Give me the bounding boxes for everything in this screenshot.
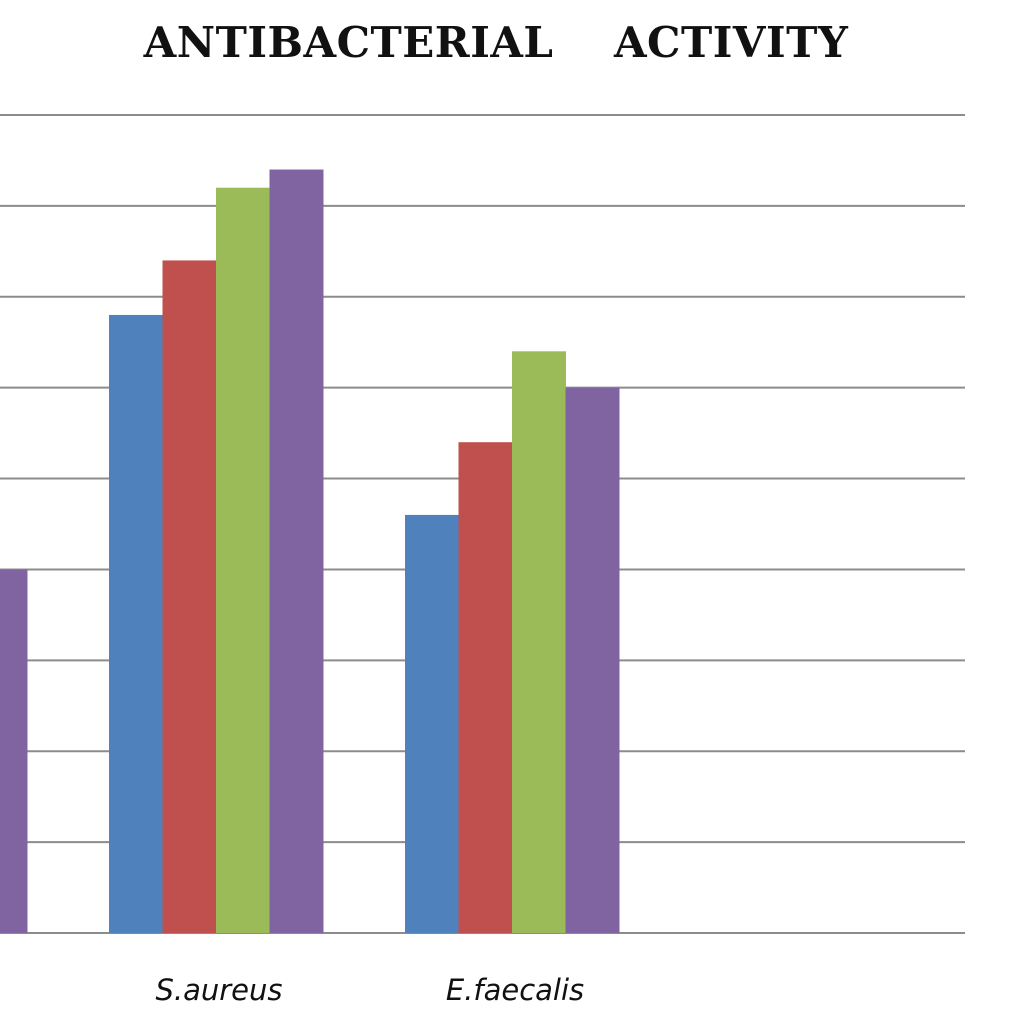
bar-e-faecalis-series-1 <box>405 514 459 933</box>
category-label: E.faecalis <box>446 973 584 1007</box>
chart-title: ANTIBACTERIAL ACTIVITY <box>143 18 849 67</box>
bar-s-aureus-series-3 <box>216 187 270 933</box>
bar-s-aureus-series-4 <box>269 169 324 934</box>
bar-s-aureus-series-2 <box>162 260 217 933</box>
bar-e-faecalis-series-2 <box>458 442 513 933</box>
category-label: S.aureus <box>155 973 282 1007</box>
bar-category-0-series-4 <box>0 569 28 933</box>
bar-e-faecalis-series-3 <box>512 351 566 933</box>
bar-s-aureus-series-1 <box>109 314 163 933</box>
bar-e-faecalis-series-4 <box>565 387 620 934</box>
